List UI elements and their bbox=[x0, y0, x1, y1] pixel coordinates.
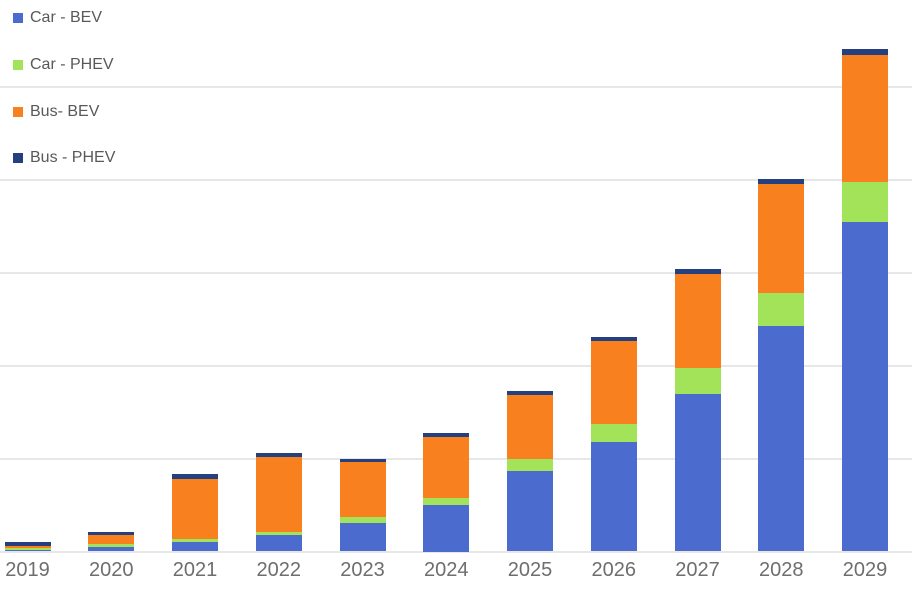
x-axis-label-2027: 2027 bbox=[675, 559, 720, 581]
bar-column-2025 bbox=[507, 0, 553, 552]
bar-segment-bus-bev-2021 bbox=[172, 479, 218, 540]
legend-item-car-phev: Car - PHEV bbox=[13, 55, 114, 75]
x-axis-label-2024: 2024 bbox=[424, 559, 469, 581]
bar-segment-bus-bev-2026 bbox=[590, 340, 637, 424]
bar-column-2022 bbox=[255, 0, 302, 552]
bar-segment-car-bev-2025 bbox=[507, 471, 553, 552]
bar-segment-bus-phev-2029 bbox=[842, 49, 888, 56]
bar-segment-bus-bev-2025 bbox=[507, 395, 553, 459]
bar-segment-bus-phev-2028 bbox=[758, 179, 805, 185]
bar-segment-bus-phev-2027 bbox=[674, 269, 721, 274]
x-axis-label-2020: 2020 bbox=[89, 559, 134, 581]
x-axis-label-2019: 2019 bbox=[5, 559, 50, 581]
bar-segment-car-phev-2028 bbox=[758, 293, 805, 326]
legend-swatch-icon bbox=[13, 13, 23, 23]
bar-segment-bus-phev-2026 bbox=[590, 336, 637, 341]
bar-segment-bus-bev-2022 bbox=[255, 456, 302, 532]
bar-column-2028 bbox=[758, 0, 805, 552]
bar-segment-bus-bev-2019 bbox=[4, 546, 51, 549]
legend-swatch-icon bbox=[13, 59, 23, 70]
x-axis-label-2028: 2028 bbox=[759, 559, 804, 581]
bar-segment-car-phev-2023 bbox=[339, 516, 386, 524]
bar-column-2020 bbox=[88, 0, 135, 552]
legend-item-bus-bev: Bus- BEV bbox=[13, 102, 99, 122]
legend-label: Bus - PHEV bbox=[30, 149, 116, 167]
bar-column-2023 bbox=[339, 0, 386, 552]
x-axis-label-2025: 2025 bbox=[507, 559, 553, 581]
legend-label: Car - PHEV bbox=[30, 55, 114, 73]
bar-segment-car-phev-2029 bbox=[842, 181, 888, 222]
bar-column-2027 bbox=[674, 0, 721, 552]
bar-segment-bus-bev-2024 bbox=[423, 437, 470, 498]
bar-segment-bus-bev-2020 bbox=[88, 534, 135, 544]
bar-segment-car-phev-2027 bbox=[674, 368, 721, 394]
legend-swatch-icon bbox=[13, 153, 23, 164]
x-axis-label-2029: 2029 bbox=[842, 559, 888, 581]
bar-segment-car-phev-2025 bbox=[507, 458, 553, 472]
bar-segment-car-bev-2021 bbox=[172, 542, 218, 552]
bar-segment-bus-phev-2025 bbox=[507, 391, 553, 396]
bar-segment-car-bev-2026 bbox=[590, 442, 637, 552]
bar-segment-bus-bev-2027 bbox=[674, 273, 721, 368]
bar-segment-bus-bev-2028 bbox=[758, 184, 805, 294]
bar-column-2024 bbox=[423, 0, 470, 552]
legend-swatch-icon bbox=[13, 106, 23, 117]
bar-segment-car-phev-2021 bbox=[172, 539, 218, 543]
bar-segment-car-phev-2024 bbox=[423, 497, 470, 505]
bar-segment-car-phev-2020 bbox=[88, 543, 135, 548]
legend-item-car-bev: Car - BEV bbox=[13, 8, 102, 28]
bar-column-2026 bbox=[590, 0, 637, 552]
bar-segment-car-bev-2022 bbox=[255, 535, 302, 552]
legend-item-bus-phev: Bus - PHEV bbox=[13, 148, 115, 168]
x-axis-label-2026: 2026 bbox=[591, 559, 637, 581]
bar-segment-car-phev-2019 bbox=[4, 548, 51, 550]
bar-segment-bus-phev-2024 bbox=[423, 433, 470, 438]
bar-segment-car-bev-2027 bbox=[674, 393, 721, 552]
bar-segment-bus-phev-2019 bbox=[4, 542, 51, 546]
bar-segment-car-bev-2020 bbox=[88, 547, 135, 552]
bar-segment-bus-phev-2022 bbox=[255, 453, 302, 457]
x-axis-label-2021: 2021 bbox=[172, 559, 218, 581]
bar-segment-bus-phev-2023 bbox=[339, 459, 386, 462]
bar-segment-car-bev-2029 bbox=[842, 221, 888, 552]
bar-segment-car-bev-2023 bbox=[339, 523, 386, 552]
legend-label: Car - BEV bbox=[30, 9, 103, 26]
bar-segment-car-phev-2022 bbox=[255, 531, 302, 536]
bar-segment-bus-phev-2020 bbox=[88, 532, 135, 535]
bar-segment-car-bev-2019 bbox=[4, 550, 51, 552]
bar-segment-bus-bev-2029 bbox=[842, 55, 888, 182]
x-axis-label-2023: 2023 bbox=[340, 559, 385, 581]
legend-label: Bus- BEV bbox=[30, 102, 100, 120]
x-axis-label-2022: 2022 bbox=[256, 559, 302, 581]
bar-segment-bus-phev-2021 bbox=[172, 474, 218, 480]
bar-segment-car-phev-2026 bbox=[590, 423, 637, 443]
bar-segment-car-bev-2028 bbox=[758, 325, 805, 552]
bar-column-2029 bbox=[842, 0, 888, 552]
bar-column-2021 bbox=[172, 0, 218, 552]
bar-column-2019 bbox=[4, 0, 51, 552]
bar-segment-car-bev-2024 bbox=[423, 505, 470, 552]
bar-segment-bus-bev-2023 bbox=[339, 461, 386, 517]
